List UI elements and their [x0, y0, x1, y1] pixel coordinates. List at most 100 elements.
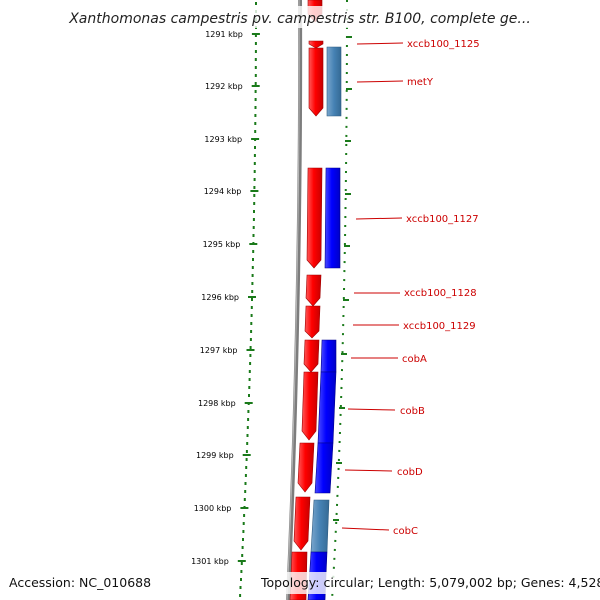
ruler-dot [246, 434, 249, 437]
ruler-dot [248, 386, 251, 389]
tick-mark [237, 560, 246, 562]
ruler-dot [241, 546, 244, 549]
gene-label-cobb[interactable]: cobB [400, 406, 425, 417]
footer-background [255, 572, 595, 594]
gene-arrow-fwd-xccb100-1129[interactable] [304, 305, 321, 339]
ruler-dot [239, 586, 242, 589]
tick-label: 1294 kbp [204, 187, 242, 196]
backbone-line [286, 0, 303, 600]
tick-mark [250, 190, 259, 192]
ruler-dot [244, 490, 247, 493]
ruler-dot [254, 66, 257, 69]
gene-label-coba[interactable]: cobA [402, 354, 427, 365]
ruler-dot [240, 570, 243, 573]
tick-label: 1293 kbp [204, 135, 242, 144]
title-background [70, 6, 532, 28]
tick-mark [248, 296, 256, 298]
gene-block-rev-cobb[interactable] [317, 371, 337, 444]
gene-label-xccb100-1127[interactable]: xccb100_1127 [406, 214, 479, 225]
tick-label: 1292 kbp [205, 82, 243, 91]
gene-arrow-fwd-cobb[interactable] [301, 371, 319, 441]
tick-mark [251, 85, 260, 87]
ruler-dot [243, 498, 246, 501]
tick-label: 1296 kbp [201, 293, 239, 302]
tick-mark [242, 454, 251, 456]
gene-arrow-fwd-cobc[interactable] [293, 496, 311, 551]
ruler-dot [239, 594, 242, 597]
gene-block-rev-cobd[interactable] [314, 442, 334, 494]
ruler-dot [254, 106, 257, 109]
tick-label: 1299 kbp [196, 451, 234, 460]
tick-label: 1300 kbp [194, 504, 232, 513]
ruler-dot [248, 394, 250, 397]
ruler-dot [246, 426, 249, 429]
ruler-dot [253, 186, 256, 189]
tick-mark [246, 349, 255, 351]
ruler-dot [242, 530, 245, 533]
gene-block-rev-coba[interactable] [320, 339, 337, 373]
ruler-dot [242, 522, 245, 525]
outer-track-ticks [333, 36, 352, 521]
ruler-dot [252, 258, 254, 261]
topology-text: Topology: circular; Length: 5,079,002 bp… [260, 575, 600, 590]
gene-arrow-fwd-xccb100-1128[interactable] [305, 274, 322, 307]
ruler-dot [249, 338, 252, 341]
gene-label-cobd[interactable]: cobD [397, 467, 423, 478]
gene-label-mety[interactable]: metY [407, 77, 434, 88]
ruler-dot [251, 298, 253, 301]
ruler-dot [252, 250, 255, 253]
ruler-dot [250, 330, 253, 333]
ruler-dot [243, 514, 246, 517]
ruler-dot [249, 354, 252, 357]
tick-mark [251, 33, 260, 35]
ruler-dot [254, 34, 257, 37]
ruler-dot [250, 306, 253, 309]
ruler-dot [249, 362, 252, 365]
ruler-dot [248, 370, 251, 373]
ruler-dot [247, 418, 250, 421]
gene-label-cobc[interactable]: cobC [393, 526, 418, 537]
tick-mark [240, 507, 249, 509]
ruler-dot [248, 378, 251, 381]
gene-label-xccb100-1129[interactable]: xccb100_1129 [403, 321, 476, 332]
ruler-dot [247, 410, 250, 413]
accession-text: Accession: NC_010688 [9, 575, 151, 590]
gene-block-pseudo-cobc[interactable] [310, 499, 330, 553]
gene-arrow-fwd-xccb100-1125[interactable] [308, 40, 324, 49]
ruler-dot [253, 170, 256, 173]
ruler-dot [251, 274, 254, 277]
ruler-dot [251, 266, 254, 269]
map-title: Xanthomonas campestris pv. campestris st… [68, 11, 531, 27]
ruler-dot [253, 178, 256, 181]
ruler-dot [242, 538, 244, 541]
gene-arrow-fwd-coba[interactable] [303, 339, 320, 373]
gene-label-xccb100-1128[interactable]: xccb100_1128 [404, 288, 477, 299]
tick-ruler: 1291 kbp 1292 kbp 1293 kbp 1294 kbp 1295 kbp… [191, 2, 260, 597]
ruler-dot [254, 114, 257, 117]
gene-block-pseudo-mety[interactable] [326, 46, 342, 117]
gene-arrow-fwd-cobd[interactable] [297, 442, 315, 493]
gene-labels: xccb100_1125 metY xccb100_1127 xccb100_1… [393, 39, 480, 537]
ruler-dot [253, 210, 255, 213]
ruler-dot [252, 226, 255, 229]
gene-arrow-fwd-xccb100-1127[interactable] [306, 167, 323, 269]
tick-mark [249, 243, 258, 245]
ruler-dot [253, 194, 256, 197]
ruler-dot [253, 202, 256, 205]
tick-label: 1291 kbp [205, 30, 243, 39]
ruler-dot [254, 74, 257, 77]
gene-arrow-fwd-mety[interactable] [308, 47, 324, 117]
tick-label: 1298 kbp [198, 399, 236, 408]
ruler-dot [254, 42, 257, 45]
ruler-dot [245, 450, 248, 453]
gene-block-rev-xccb100-1127[interactable] [324, 167, 341, 269]
ruler-dot [246, 442, 249, 445]
ruler-dot [254, 90, 257, 93]
tick-mark [244, 402, 253, 404]
ruler-dot [255, 2, 257, 5]
outer-dotted-track [331, 0, 348, 600]
ruler-dot [251, 290, 254, 293]
ruler-dot [250, 322, 253, 325]
gene-label-xccb100-1125[interactable]: xccb100_1125 [407, 39, 480, 50]
ruler-dot [253, 162, 256, 165]
